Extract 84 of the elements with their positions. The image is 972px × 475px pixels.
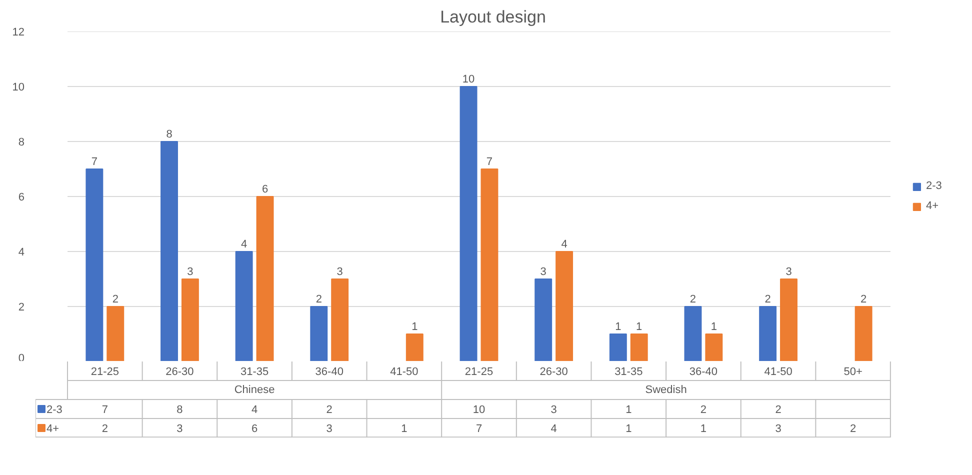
y-tick-label: 4: [18, 246, 25, 258]
y-tick-label: 12: [12, 26, 25, 38]
data-label: 3: [775, 423, 782, 435]
text: 3: [336, 266, 343, 278]
bar: [759, 306, 777, 361]
text: 2: [690, 294, 696, 306]
text: 7: [91, 156, 98, 168]
data-label: 8: [176, 404, 183, 416]
legend-label: 2-3: [46, 404, 62, 416]
text: 7: [486, 156, 493, 168]
y-tick-label: 2: [18, 302, 25, 314]
data-label: 3: [550, 404, 557, 416]
text: 8: [166, 128, 172, 140]
bar: [406, 334, 424, 361]
x-tick-label: 26-30: [540, 366, 568, 378]
data-label: 1: [626, 423, 632, 435]
data-label: 2: [102, 423, 108, 435]
text: 3: [540, 266, 546, 278]
bar: [705, 334, 723, 361]
x-tick-label: 50+: [844, 366, 862, 378]
text: 2: [764, 294, 771, 306]
text: 4: [241, 238, 248, 250]
data-label: 7: [476, 423, 482, 435]
bar: [630, 334, 648, 361]
text: Chinese: [234, 384, 275, 396]
text: 1: [636, 321, 642, 333]
data-label: 4: [550, 423, 557, 435]
x-tick-label: 31-35: [614, 366, 643, 378]
bar: [256, 196, 274, 361]
bar: [609, 334, 627, 361]
x-tick-label: 41-50: [390, 366, 418, 378]
data-label: 3: [326, 423, 332, 435]
text: 4: [561, 238, 568, 250]
x-tick-label: 31-35: [240, 366, 269, 378]
text: 2: [860, 294, 867, 306]
bar: [854, 306, 872, 361]
text: 1: [710, 321, 717, 333]
data-label: 10: [472, 404, 486, 416]
text: 2-3: [926, 180, 942, 192]
bar: [86, 168, 104, 361]
bar: [460, 86, 478, 361]
bar: [684, 306, 702, 361]
data-label: 3: [176, 423, 183, 435]
bar: [556, 251, 574, 361]
text: 1: [412, 321, 418, 333]
x-tick-label: 26-30: [166, 366, 194, 378]
text: 4+: [46, 423, 60, 435]
text: 1: [615, 321, 622, 333]
y-tick-label: 6: [18, 192, 25, 204]
bar: [160, 141, 178, 361]
data-label: 1: [700, 423, 707, 435]
data-label: 6: [251, 423, 258, 435]
bar: [106, 306, 124, 361]
data-label: 2: [326, 404, 332, 416]
text: 2: [316, 294, 322, 306]
x-tick-label: 41-50: [764, 366, 792, 378]
bar: [181, 278, 199, 361]
bar: [331, 278, 349, 361]
bar: [780, 278, 798, 361]
data-label: 4: [251, 404, 258, 416]
data-label: 7: [102, 404, 108, 416]
data-label: 2: [700, 404, 707, 416]
data-label: 2: [775, 404, 782, 416]
x-tick-label: 21-25: [90, 366, 119, 378]
legend-label: 4+: [926, 200, 940, 212]
text: 10: [462, 74, 475, 86]
data-label: 2: [850, 423, 856, 435]
bar: [480, 168, 498, 361]
data-label: 1: [626, 404, 632, 416]
x-tick-label: 21-25: [464, 366, 494, 378]
bar: [534, 278, 552, 361]
y-tick-label: 8: [18, 136, 25, 148]
x-tick-label: 36-40: [689, 366, 718, 378]
bar: [235, 251, 253, 361]
text: Swedish: [645, 384, 687, 396]
text: 6: [262, 184, 268, 196]
chart-title: Layout design: [440, 8, 546, 26]
text: 3: [786, 266, 792, 278]
y-tick-label: 10: [12, 82, 25, 94]
text: 3: [187, 266, 194, 278]
data-label: 1: [401, 423, 408, 435]
x-tick-label: 36-40: [315, 366, 344, 378]
text: 2: [112, 294, 118, 306]
bar: [310, 306, 328, 361]
